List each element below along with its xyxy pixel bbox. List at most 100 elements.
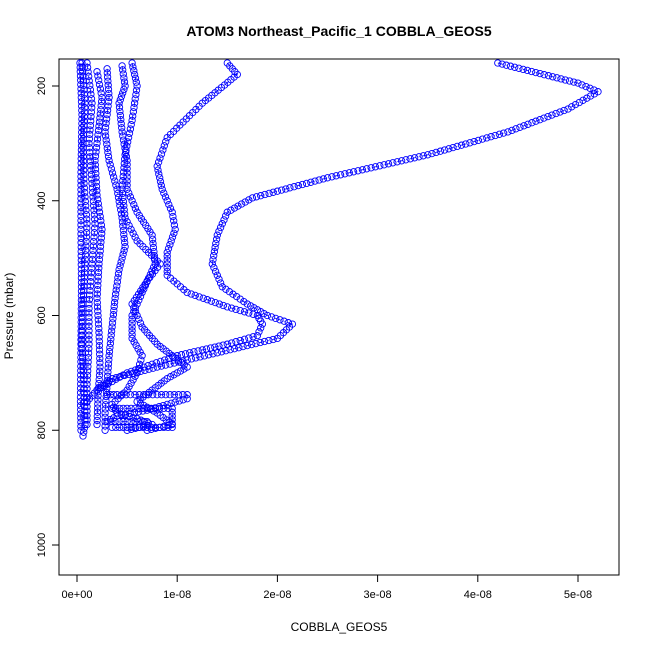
data-point bbox=[171, 398, 179, 406]
x-tick-label: 2e-08 bbox=[263, 589, 291, 601]
data-point bbox=[119, 177, 127, 185]
data-point bbox=[77, 291, 86, 300]
data-point bbox=[76, 389, 85, 397]
data-point bbox=[519, 65, 527, 74]
data-point bbox=[111, 177, 119, 185]
data-point bbox=[95, 122, 103, 130]
data-point bbox=[157, 150, 166, 158]
data-point bbox=[157, 362, 166, 370]
data-point bbox=[79, 148, 87, 156]
data-point bbox=[168, 404, 176, 413]
data-point bbox=[95, 76, 103, 84]
data-point bbox=[220, 216, 228, 224]
data-point bbox=[328, 173, 336, 181]
data-point bbox=[94, 195, 102, 203]
data-point bbox=[227, 206, 235, 214]
data-point bbox=[123, 369, 131, 377]
data-point bbox=[121, 214, 129, 222]
data-point bbox=[164, 404, 172, 413]
data-point bbox=[77, 146, 86, 154]
data-point bbox=[85, 340, 93, 348]
data-point bbox=[131, 372, 139, 380]
data-point bbox=[502, 61, 510, 69]
data-point bbox=[91, 215, 99, 223]
data-point bbox=[79, 162, 88, 170]
data-point bbox=[236, 336, 244, 345]
data-point bbox=[119, 70, 127, 78]
data-point bbox=[115, 404, 124, 413]
data-point bbox=[143, 406, 151, 414]
data-point bbox=[93, 191, 101, 199]
data-point bbox=[212, 239, 220, 248]
data-point bbox=[96, 110, 104, 118]
data-point bbox=[127, 404, 135, 413]
data-point bbox=[134, 364, 143, 373]
data-point bbox=[428, 149, 436, 158]
data-point bbox=[95, 333, 103, 341]
data-point bbox=[103, 140, 111, 148]
data-point bbox=[101, 128, 109, 136]
data-point bbox=[77, 203, 85, 212]
data-point bbox=[90, 206, 98, 214]
data-point bbox=[105, 89, 113, 98]
data-point bbox=[109, 315, 117, 323]
data-point bbox=[104, 77, 112, 85]
data-point bbox=[93, 303, 102, 311]
data-point bbox=[78, 63, 86, 72]
data-point bbox=[77, 426, 85, 434]
data-point bbox=[107, 335, 115, 343]
data-point bbox=[127, 423, 135, 432]
profiles-group bbox=[76, 59, 602, 440]
data-point bbox=[120, 246, 128, 255]
chart-title: ATOM3 Northeast_Pacific_1 COBBLA_GEOS5 bbox=[186, 23, 491, 39]
data-point bbox=[95, 337, 103, 345]
profile-line-1 bbox=[86, 62, 599, 402]
data-point bbox=[76, 59, 84, 67]
data-point bbox=[93, 139, 101, 148]
data-point bbox=[156, 423, 164, 432]
data-point bbox=[94, 199, 102, 208]
data-point bbox=[252, 339, 260, 348]
data-point bbox=[103, 417, 111, 426]
data-point bbox=[358, 166, 367, 174]
data-point bbox=[94, 281, 102, 290]
data-point bbox=[112, 423, 120, 432]
data-point bbox=[96, 247, 104, 255]
x-tick-label: 1e-08 bbox=[163, 589, 191, 601]
data-point bbox=[122, 152, 131, 161]
data-point bbox=[123, 177, 131, 185]
data-point bbox=[97, 234, 105, 242]
data-point bbox=[257, 324, 265, 332]
data-point bbox=[218, 283, 226, 291]
data-point bbox=[241, 198, 249, 206]
data-point bbox=[466, 139, 474, 147]
data-point bbox=[97, 106, 105, 114]
data-point bbox=[128, 319, 136, 327]
data-point bbox=[586, 84, 594, 92]
data-point bbox=[95, 346, 104, 354]
data-point bbox=[130, 67, 138, 75]
data-point bbox=[155, 170, 163, 178]
data-point bbox=[151, 423, 160, 432]
data-point bbox=[123, 156, 131, 165]
data-point bbox=[235, 344, 243, 352]
data-point bbox=[116, 202, 124, 210]
data-point bbox=[104, 360, 113, 368]
data-point bbox=[118, 128, 126, 136]
data-point bbox=[77, 305, 85, 313]
data-point bbox=[183, 288, 191, 297]
data-point bbox=[170, 391, 178, 399]
data-point bbox=[95, 80, 104, 89]
profile-series-11 bbox=[108, 404, 176, 432]
y-tick-label: 600 bbox=[36, 306, 48, 324]
data-point bbox=[97, 102, 105, 110]
data-point bbox=[90, 237, 98, 246]
data-point bbox=[79, 157, 88, 165]
data-point bbox=[94, 273, 102, 281]
data-point bbox=[90, 228, 99, 237]
x-tick-label: 0e+00 bbox=[62, 589, 93, 601]
data-point bbox=[82, 242, 90, 250]
data-point bbox=[223, 303, 231, 311]
data-point bbox=[129, 112, 137, 120]
data-point bbox=[125, 129, 134, 137]
